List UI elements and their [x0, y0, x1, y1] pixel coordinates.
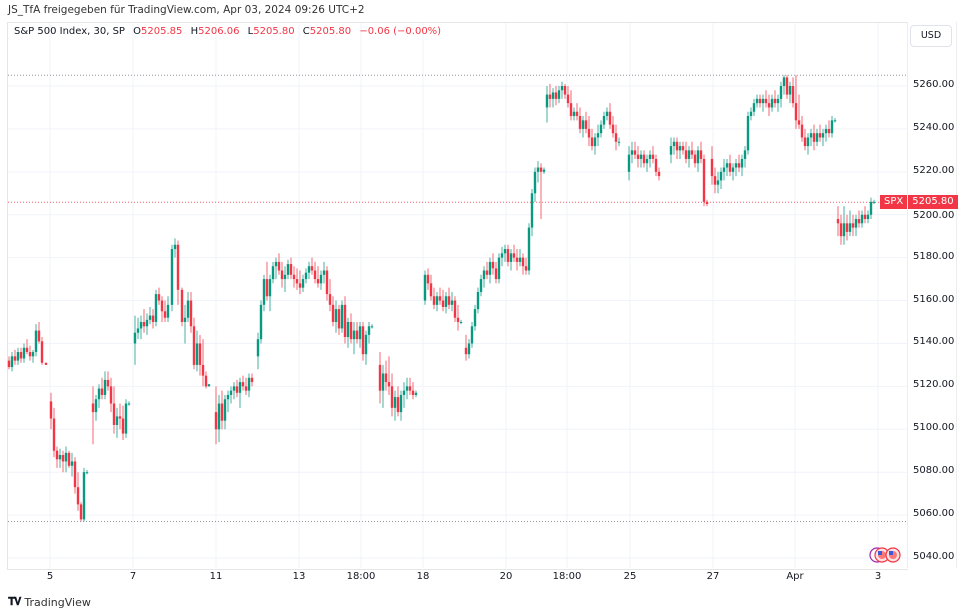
price-label: 5120.00 [913, 379, 955, 391]
price-label: 5140.00 [913, 336, 955, 348]
last-price-value: 5205.80 [908, 195, 958, 210]
tv-logo-icon: 𝐓𝐕 [8, 595, 21, 608]
time-label: 18:00 [346, 571, 376, 582]
open-label: O [133, 26, 142, 37]
ticker-badge: SPX [880, 195, 908, 210]
time-label: 25 [623, 571, 637, 582]
price-label: 5260.00 [913, 79, 955, 90]
open-value: 5205.85 [141, 26, 183, 37]
price-label: 5220.00 [913, 164, 955, 176]
time-label: 20 [499, 571, 513, 582]
chart-pane[interactable] [7, 22, 908, 570]
high-value: 5206.06 [198, 26, 240, 37]
high-label: H [190, 26, 199, 37]
brand-name: TradingView [24, 595, 91, 609]
close-value: 5205.80 [309, 26, 352, 37]
time-label: 11 [209, 571, 223, 582]
share-attribution: JS_TfA freigegeben für TradingView.com, … [8, 4, 365, 16]
price-label: 5160.00 [913, 293, 955, 305]
time-label: 7 [129, 571, 137, 582]
us-flag-events-icon[interactable] [868, 547, 902, 563]
price-label: 5040.00 [913, 551, 955, 562]
last-price-badge: SPX 5205.80 [880, 195, 958, 210]
time-label: 3 [874, 571, 882, 582]
price-label: 5080.00 [913, 465, 955, 477]
price-label: 5180.00 [913, 250, 955, 262]
time-label: 18 [416, 571, 430, 582]
low-label: L [247, 26, 254, 37]
price-label: 5060.00 [913, 508, 955, 520]
time-label: 18:00 [552, 571, 582, 582]
price-label: 5240.00 [913, 121, 955, 133]
price-label: 5100.00 [913, 422, 955, 434]
close-label: C [302, 26, 310, 37]
low-value: 5205.80 [253, 26, 295, 37]
time-label: 13 [292, 571, 306, 582]
time-label: 27 [706, 571, 720, 582]
symbol-legend: S&P 500 Index, 30, SP O5205.85 H5206.06 … [14, 26, 446, 37]
tradingview-logo[interactable]: 𝐓𝐕 TradingView [8, 595, 91, 609]
change-value: −0.06 (−0.00%) [359, 26, 442, 37]
symbol-name[interactable]: S&P 500 Index, 30, SP [14, 26, 125, 37]
price-axis[interactable] [907, 22, 957, 568]
currency-button[interactable]: USD [910, 25, 952, 47]
price-label: 5200.00 [913, 209, 955, 221]
time-label: 5 [46, 571, 54, 582]
time-label: Apr [786, 571, 804, 582]
